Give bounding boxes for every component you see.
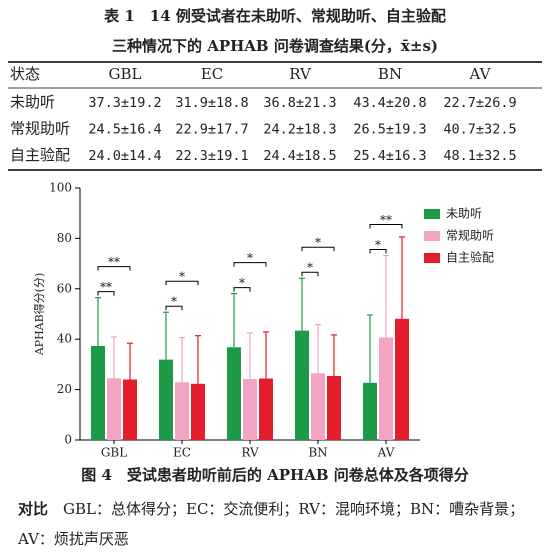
bar — [311, 373, 325, 440]
table-cell: 24.0±14.4 — [88, 148, 161, 164]
legend-label: 未助听 — [446, 207, 482, 221]
significance-label: * — [247, 251, 253, 265]
y-tick-label: 80 — [57, 231, 72, 245]
bar — [379, 337, 393, 440]
bar — [363, 382, 377, 440]
table-title: 三种情况下的 APHAB 问卷调查结果(分，x̄±s) — [112, 37, 438, 55]
y-tick-label: 60 — [57, 281, 72, 295]
bar — [91, 346, 105, 440]
significance-label: * — [239, 276, 245, 290]
table-cell: 43.4±20.8 — [353, 95, 426, 111]
table-header: RV — [289, 65, 312, 83]
table-cell: 25.4±16.3 — [353, 148, 426, 164]
legend-swatch — [424, 231, 440, 241]
x-tick-label: AV — [377, 446, 395, 460]
legend-swatch — [424, 209, 440, 219]
table-cell: 未助听 — [10, 93, 55, 111]
significance-label: * — [179, 270, 185, 284]
bar — [123, 379, 137, 440]
bar — [295, 330, 309, 440]
bar — [227, 347, 241, 440]
significance-bracket — [301, 271, 319, 277]
table-cell: 40.7±32.5 — [443, 122, 516, 138]
bar — [327, 375, 341, 440]
bar — [191, 383, 205, 440]
significance-label: * — [375, 238, 381, 252]
significance-bracket — [97, 291, 115, 296]
significance-label: ** — [380, 213, 392, 227]
x-tick-label: RV — [241, 446, 259, 460]
y-tick-label: 40 — [57, 332, 72, 346]
table-cell: 24.5±16.4 — [88, 122, 161, 138]
caption-end: 对比 — [18, 500, 49, 518]
table-cell: 36.8±21.3 — [263, 95, 336, 111]
significance-label: * — [315, 236, 321, 250]
table-header: BN — [378, 65, 402, 83]
bar — [243, 379, 257, 440]
note-text: GBL：总体得分；EC：交流便利；RV：混响环境；BN：嘈杂背景；AV：烦扰声厌… — [18, 500, 525, 548]
table-cell: 31.9±18.8 — [175, 95, 248, 111]
bar — [259, 378, 273, 440]
bar — [107, 378, 121, 440]
table-header: 状态 — [10, 65, 40, 83]
table-cell: 26.5±19.3 — [353, 122, 426, 138]
significance-bracket — [233, 287, 251, 292]
significance-bracket — [301, 246, 335, 252]
table-header: AV — [469, 65, 492, 83]
y-tick-label: 100 — [49, 181, 72, 195]
table-cell: 22.9±17.7 — [175, 122, 248, 138]
significance-bracket — [233, 262, 267, 267]
bar — [395, 318, 409, 440]
significance-bracket — [97, 266, 131, 271]
x-tick-label: BN — [308, 446, 327, 460]
figure-caption: 图 4 受试患者助听前后的 APHAB 问卷总体及各项得分 — [81, 466, 469, 484]
significance-bracket — [165, 280, 199, 286]
table-cell: 常规助听 — [10, 120, 70, 138]
table-header: GBL — [109, 65, 142, 83]
bar — [159, 359, 173, 440]
table-cell: 48.1±32.5 — [443, 148, 516, 164]
table-header: EC — [201, 65, 223, 83]
y-tick-label: 0 — [64, 433, 72, 447]
table-cell: 24.2±18.3 — [263, 122, 336, 138]
significance-label: ** — [108, 255, 120, 269]
significance-bracket — [369, 224, 403, 229]
x-tick-label: GBL — [101, 446, 127, 460]
table-cell: 24.4±18.5 — [263, 148, 336, 164]
significance-label: * — [171, 295, 177, 309]
y-tick-label: 20 — [57, 382, 72, 396]
significance-label: * — [307, 261, 313, 275]
significance-bracket — [165, 305, 183, 311]
y-axis-label: APHAB得分(分) — [33, 273, 46, 357]
bar — [175, 382, 189, 440]
table-cell: 22.3±19.1 — [175, 148, 248, 164]
page: 表 1 14 例受试者在未助听、常规助听、自主验配 三种情况下的 APHAB 问… — [8, 7, 542, 484]
table-cell: 22.7±26.9 — [443, 95, 516, 111]
table-cell: 自主验配 — [10, 146, 70, 164]
table-title: 表 1 14 例受试者在未助听、常规助听、自主验配 — [104, 7, 446, 25]
significance-bracket — [369, 249, 387, 254]
table-cell: 37.3±19.2 — [88, 95, 161, 111]
x-tick-label: EC — [173, 446, 191, 460]
legend-label: 常规助听 — [446, 228, 494, 243]
legend-label: 自主验配 — [446, 250, 494, 265]
significance-label: ** — [100, 280, 112, 294]
figure-note: 对比 GBL：总体得分；EC：交流便利；RV：混响环境；BN：嘈杂背景；AV：烦… — [18, 494, 538, 554]
legend-swatch — [424, 253, 440, 263]
